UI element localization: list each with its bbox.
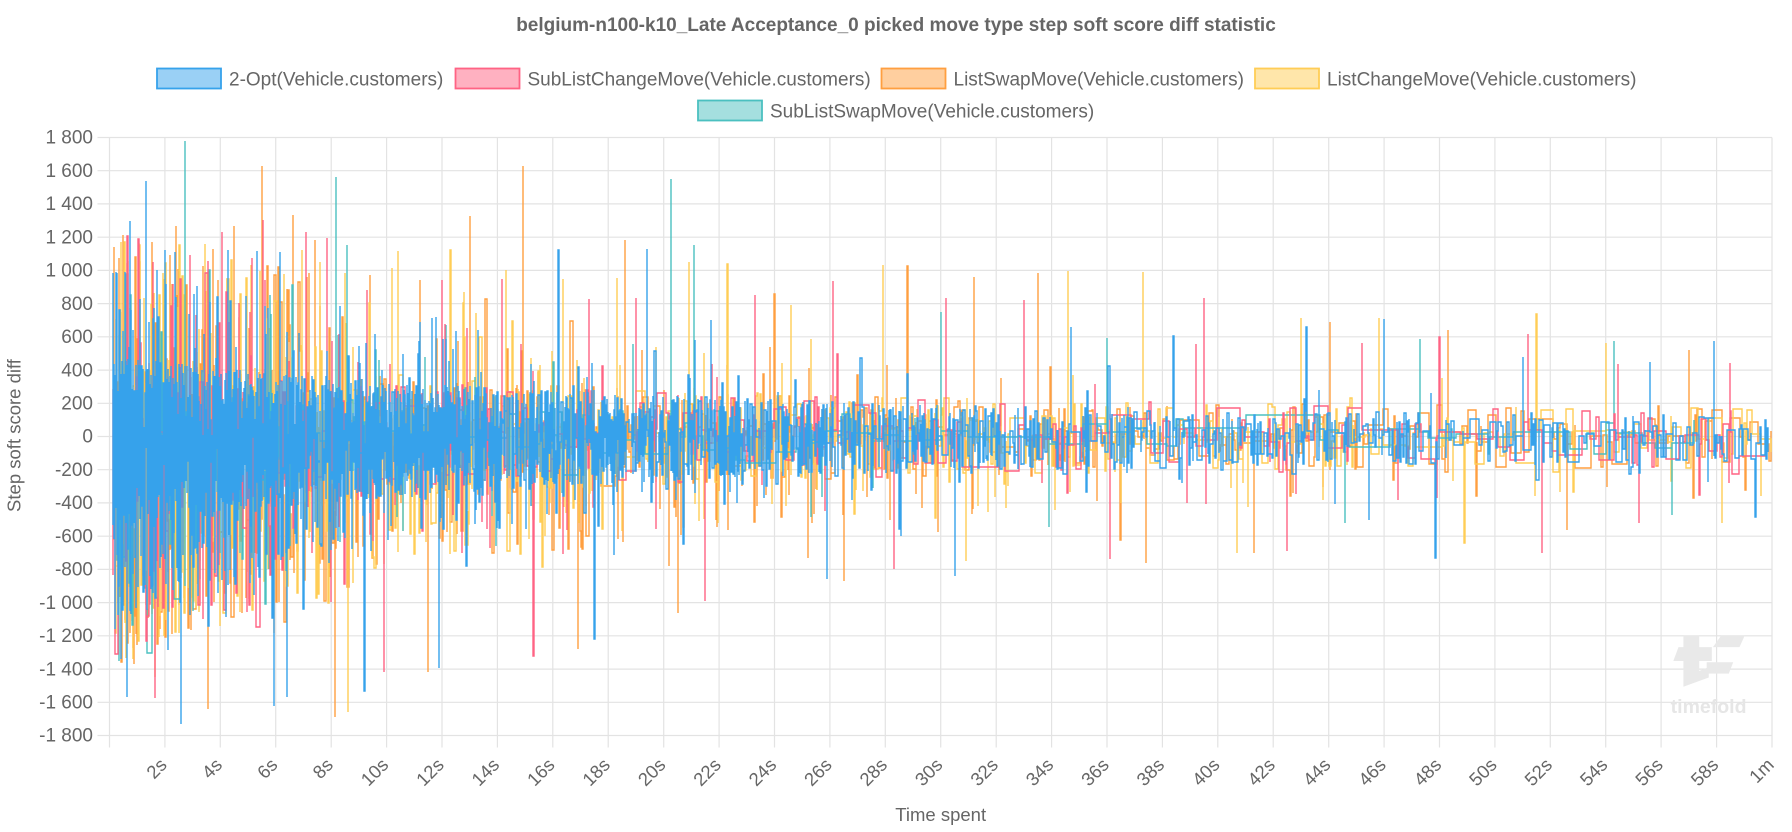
svg-text:-1 200: -1 200 [39, 626, 93, 647]
svg-text:600: 600 [61, 327, 93, 348]
svg-text:-1 400: -1 400 [39, 659, 93, 680]
svg-text:400: 400 [61, 360, 93, 381]
svg-text:1 200: 1 200 [45, 227, 93, 248]
svg-text:SubListSwapMove(Vehicle.custom: SubListSwapMove(Vehicle.customers) [770, 102, 1094, 123]
svg-text:2-Opt(Vehicle.customers): 2-Opt(Vehicle.customers) [229, 70, 443, 91]
svg-text:800: 800 [61, 294, 93, 315]
svg-text:0: 0 [82, 427, 93, 448]
svg-text:1 600: 1 600 [45, 161, 93, 182]
svg-text:-1 000: -1 000 [39, 593, 93, 614]
svg-text:belgium-n100-k10_Late Acceptan: belgium-n100-k10_Late Acceptance_0 picke… [516, 15, 1276, 36]
svg-text:-400: -400 [55, 493, 93, 514]
svg-text:-200: -200 [55, 460, 93, 481]
svg-text:ListChangeMove(Vehicle.custome: ListChangeMove(Vehicle.customers) [1327, 70, 1636, 91]
svg-text:1 000: 1 000 [45, 261, 93, 282]
svg-text:ListSwapMove(Vehicle.customers: ListSwapMove(Vehicle.customers) [954, 70, 1244, 91]
svg-text:-800: -800 [55, 560, 93, 581]
svg-text:-1 800: -1 800 [39, 726, 93, 747]
svg-text:1 800: 1 800 [45, 128, 93, 149]
svg-text:200: 200 [61, 394, 93, 415]
svg-text:SubListChangeMove(Vehicle.cust: SubListChangeMove(Vehicle.customers) [528, 70, 871, 91]
svg-text:-600: -600 [55, 526, 93, 547]
svg-text:timefold: timefold [1671, 696, 1747, 718]
svg-text:-1 600: -1 600 [39, 693, 93, 714]
svg-text:1 400: 1 400 [45, 194, 93, 215]
svg-text:Step soft score diff: Step soft score diff [4, 358, 25, 512]
svg-text:Time spent: Time spent [895, 804, 986, 825]
